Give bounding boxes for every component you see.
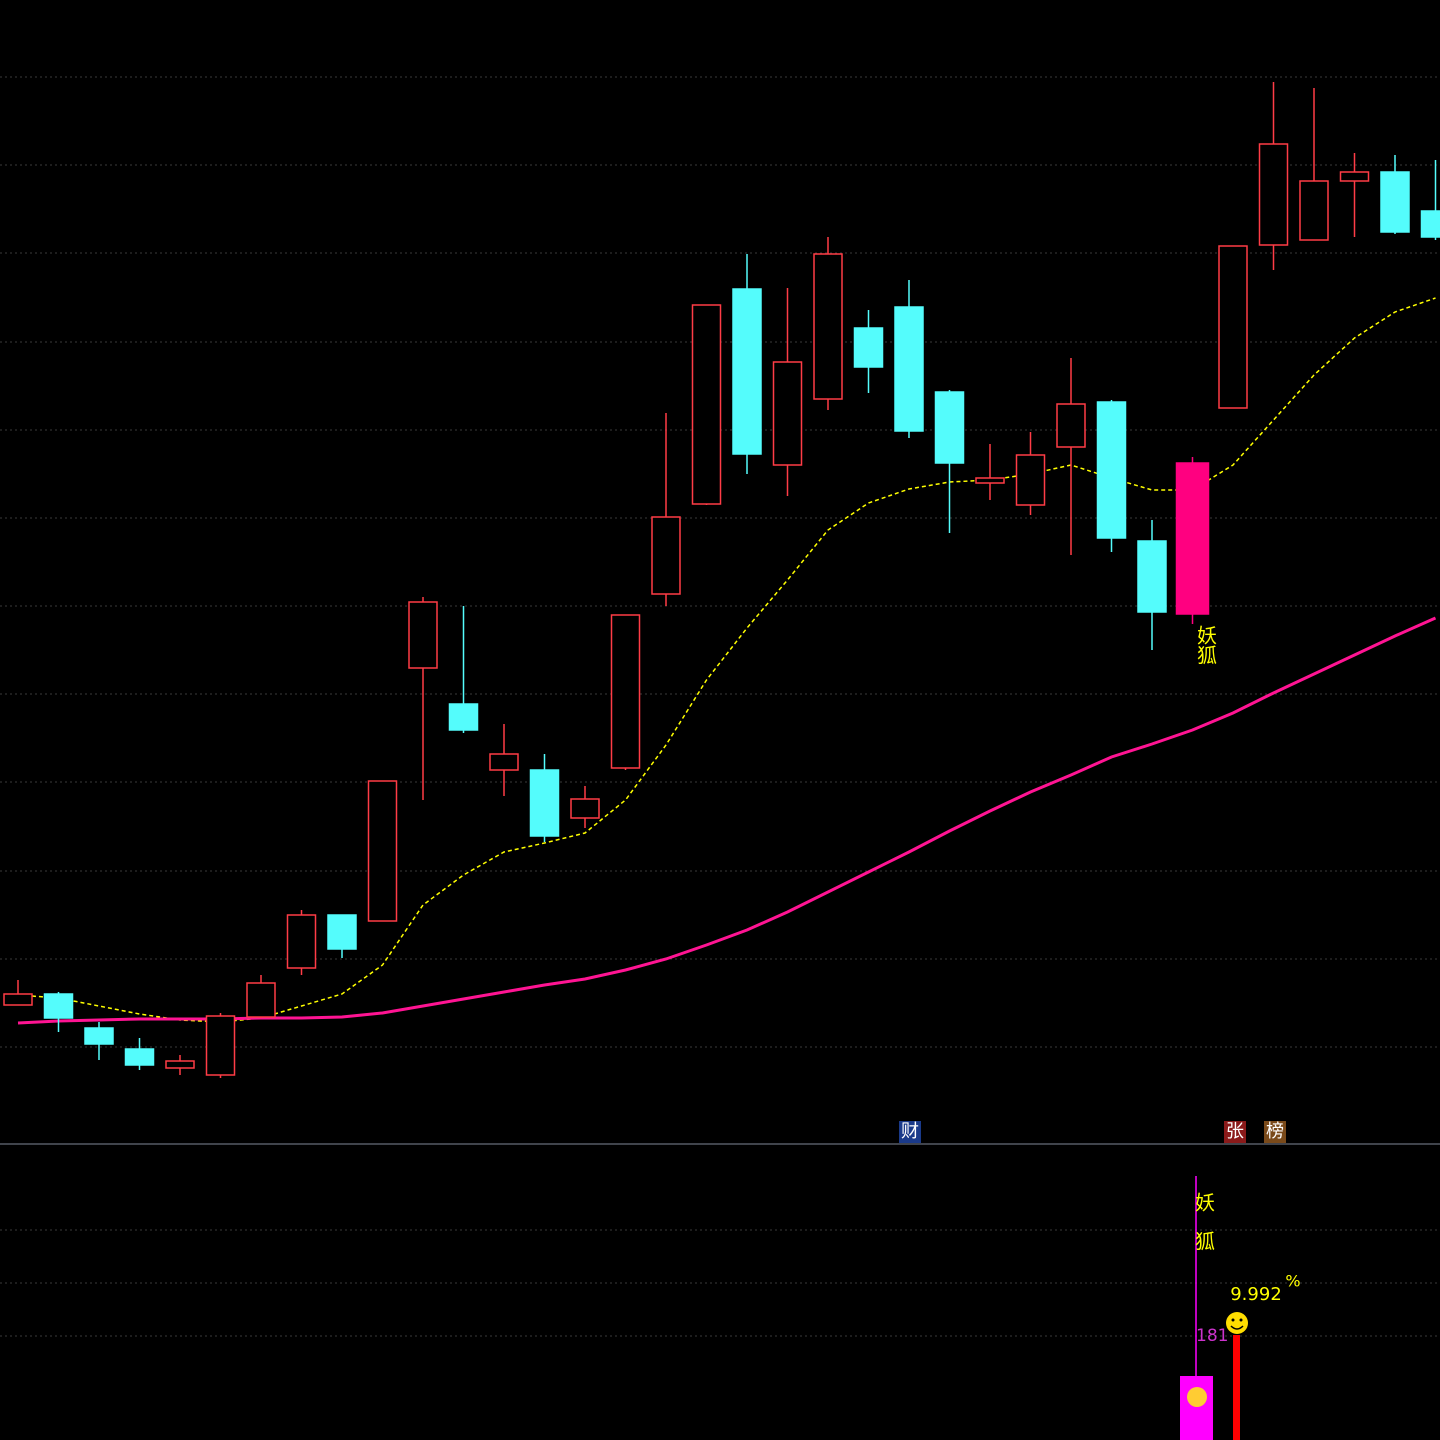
candle-body <box>1420 210 1440 238</box>
money-icon <box>1187 1387 1207 1407</box>
candle-body <box>1056 403 1086 448</box>
smiley-eye <box>1239 1318 1243 1322</box>
plot <box>3 82 1440 1078</box>
candle-body <box>975 477 1005 484</box>
candle-body <box>1015 454 1046 506</box>
candle-body <box>1299 180 1329 241</box>
candle-body <box>124 1048 155 1066</box>
tag-bg <box>1264 1121 1286 1143</box>
indicator-label: 狐 <box>1195 1230 1215 1254</box>
candle-body <box>205 1015 236 1076</box>
percent-unit: % <box>1285 1272 1300 1291</box>
candle-body <box>1380 171 1410 233</box>
candle-body <box>570 798 600 819</box>
tag[interactable]: 财 <box>901 1121 919 1142</box>
candle-body <box>772 361 803 466</box>
candle-body <box>448 703 479 731</box>
candle-body <box>367 780 398 922</box>
candle-body <box>691 304 722 505</box>
candle-body <box>3 993 33 1006</box>
candle-body <box>1258 143 1289 246</box>
candle-body <box>1175 462 1210 615</box>
candle-body <box>1137 540 1167 613</box>
candle-body <box>43 993 74 1019</box>
candle-body <box>651 516 681 595</box>
count-value: 181 <box>1196 1326 1228 1346</box>
candle-body <box>408 601 438 669</box>
candle-body <box>489 753 519 771</box>
signal-bar <box>1180 1376 1213 1440</box>
gain-bar <box>1233 1335 1240 1440</box>
candle-body <box>165 1060 195 1069</box>
tag-bg <box>899 1121 921 1143</box>
candle-body <box>732 288 762 455</box>
tag[interactable]: 榜 <box>1266 1121 1284 1142</box>
candle-body <box>1339 171 1370 182</box>
tag-bg <box>1224 1121 1246 1143</box>
candle-body <box>1218 245 1248 409</box>
candle-body <box>610 614 641 769</box>
smiley-mouth <box>1230 1325 1244 1330</box>
indicator-label: 妖 <box>1195 1191 1215 1215</box>
smiley-eye <box>1231 1318 1235 1322</box>
annotation: 妖狐 <box>1194 625 1218 665</box>
percent-value: 9.992 <box>1230 1284 1282 1305</box>
candle-body <box>84 1027 114 1045</box>
smiley-icon <box>1226 1312 1248 1334</box>
candle-body <box>813 253 843 400</box>
candle-body <box>529 769 560 837</box>
candle-body <box>894 306 924 432</box>
candle-body <box>934 391 965 464</box>
tag[interactable]: 张 <box>1226 1121 1244 1142</box>
candle-body <box>286 914 317 969</box>
candle-body <box>1096 401 1127 539</box>
candle-body <box>246 982 276 1018</box>
candle-body <box>853 327 884 368</box>
candle-body <box>327 914 357 950</box>
moving-average <box>17 616 1437 1025</box>
indicator-pane: 妖 狐 9.992 % 181 <box>1180 1176 1301 1440</box>
